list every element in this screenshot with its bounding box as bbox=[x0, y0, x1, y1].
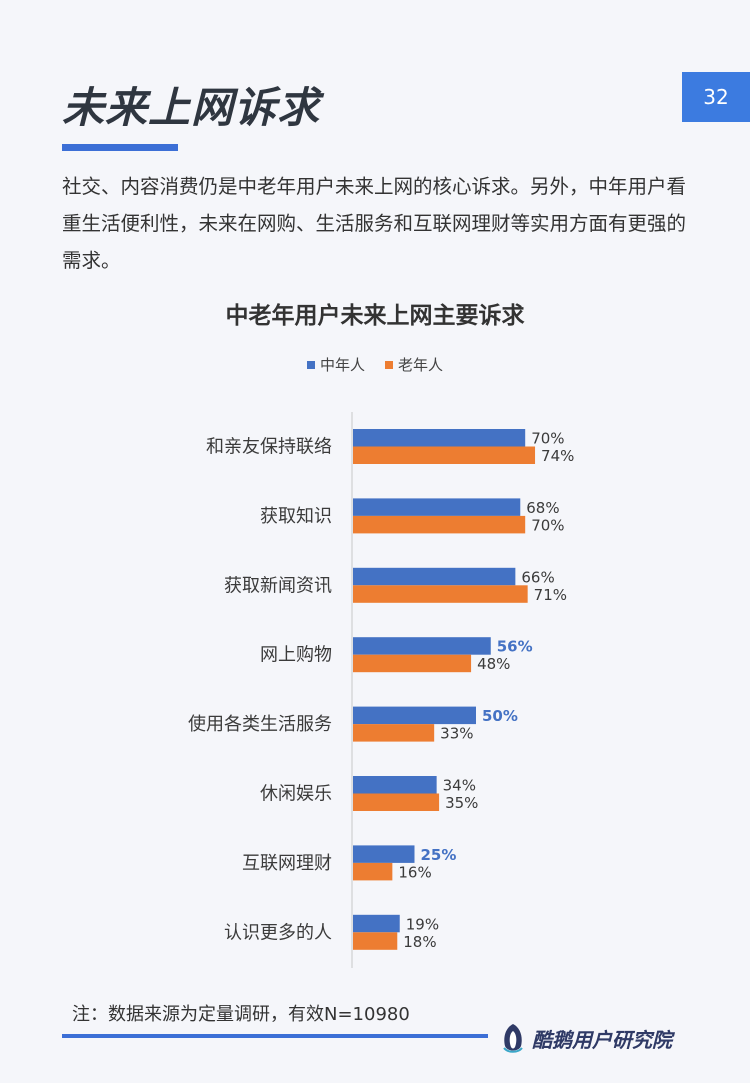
legend-item-elderly: 老年人 bbox=[385, 354, 443, 375]
data-label: 19% bbox=[406, 915, 439, 933]
data-label: 70% bbox=[531, 430, 564, 448]
bar-elderly bbox=[353, 654, 472, 673]
legend-item-middle-aged: 中年人 bbox=[306, 354, 365, 375]
data-label: 34% bbox=[443, 777, 476, 795]
footer-brand: 酷鹅用户研究院 bbox=[500, 1022, 672, 1054]
data-label: 33% bbox=[440, 725, 473, 743]
data-label: 25% bbox=[421, 846, 457, 864]
legend-label-elderly: 老年人 bbox=[398, 356, 444, 374]
data-label: 74% bbox=[541, 447, 574, 465]
legend-swatch-elderly bbox=[385, 360, 393, 369]
page-number: 32 bbox=[682, 72, 750, 122]
bar-middle-aged bbox=[353, 776, 437, 794]
category-label: 使用各类生活服务 bbox=[188, 714, 332, 735]
legend-swatch-middle-aged bbox=[306, 360, 315, 369]
data-label: 71% bbox=[534, 586, 567, 604]
category-label: 获取新闻资讯 bbox=[224, 575, 332, 596]
data-label: 66% bbox=[521, 568, 554, 586]
intro-paragraph: 社交、内容消费仍是中老年用户未来上网的核心诉求。另外，中年用户看重生活便利性，未… bbox=[62, 175, 687, 272]
bar-middle-aged bbox=[353, 914, 400, 933]
legend-label-middle-aged: 中年人 bbox=[319, 356, 365, 374]
bar-middle-aged bbox=[353, 498, 521, 516]
data-label: 68% bbox=[526, 499, 559, 517]
data-label: 48% bbox=[477, 655, 510, 673]
category-label: 和亲友保持联络 bbox=[206, 437, 332, 458]
penguin-logo-icon bbox=[503, 1024, 523, 1053]
data-label: 18% bbox=[403, 933, 436, 951]
title-underline bbox=[62, 144, 178, 151]
bar-middle-aged bbox=[353, 845, 415, 863]
data-label: 70% bbox=[531, 516, 564, 534]
data-label: 56% bbox=[497, 638, 533, 656]
category-label: 互联网理财 bbox=[242, 853, 332, 874]
bar-middle-aged bbox=[353, 429, 526, 447]
category-label: 网上购物 bbox=[260, 645, 332, 666]
bar-chart: 和亲友保持联络 70%74%获取知识 68%70%获取新闻资讯 66%71%网上购物 5… bbox=[188, 412, 574, 968]
category-label: 获取知识 bbox=[260, 506, 332, 527]
category-label: 休闲娱乐 bbox=[260, 784, 332, 805]
data-label: 35% bbox=[445, 794, 478, 812]
footer-line bbox=[62, 1034, 488, 1038]
bar-middle-aged bbox=[353, 637, 491, 655]
bar-elderly bbox=[353, 515, 526, 534]
data-label: 16% bbox=[398, 863, 431, 881]
chart-title: 中老年用户未来上网主要诉求 bbox=[225, 303, 525, 329]
bar-elderly bbox=[353, 862, 393, 881]
data-label: 50% bbox=[482, 707, 518, 725]
bar-elderly bbox=[353, 724, 435, 742]
footnote: 注：数据来源为定量调研，有效N=10980 bbox=[72, 1004, 410, 1025]
chart-legend: 中年人 老年人 bbox=[0, 354, 750, 375]
page-title: 未来上网诉求 bbox=[62, 83, 321, 132]
bar-elderly bbox=[353, 585, 528, 603]
brand-name: 酷鹅用户研究院 bbox=[532, 1027, 672, 1052]
category-label: 认识更多的人 bbox=[224, 922, 332, 943]
bar-middle-aged bbox=[353, 706, 476, 725]
bar-elderly bbox=[353, 932, 398, 950]
bar-elderly bbox=[353, 446, 536, 464]
bar-middle-aged bbox=[353, 567, 516, 586]
bar-elderly bbox=[353, 793, 440, 811]
